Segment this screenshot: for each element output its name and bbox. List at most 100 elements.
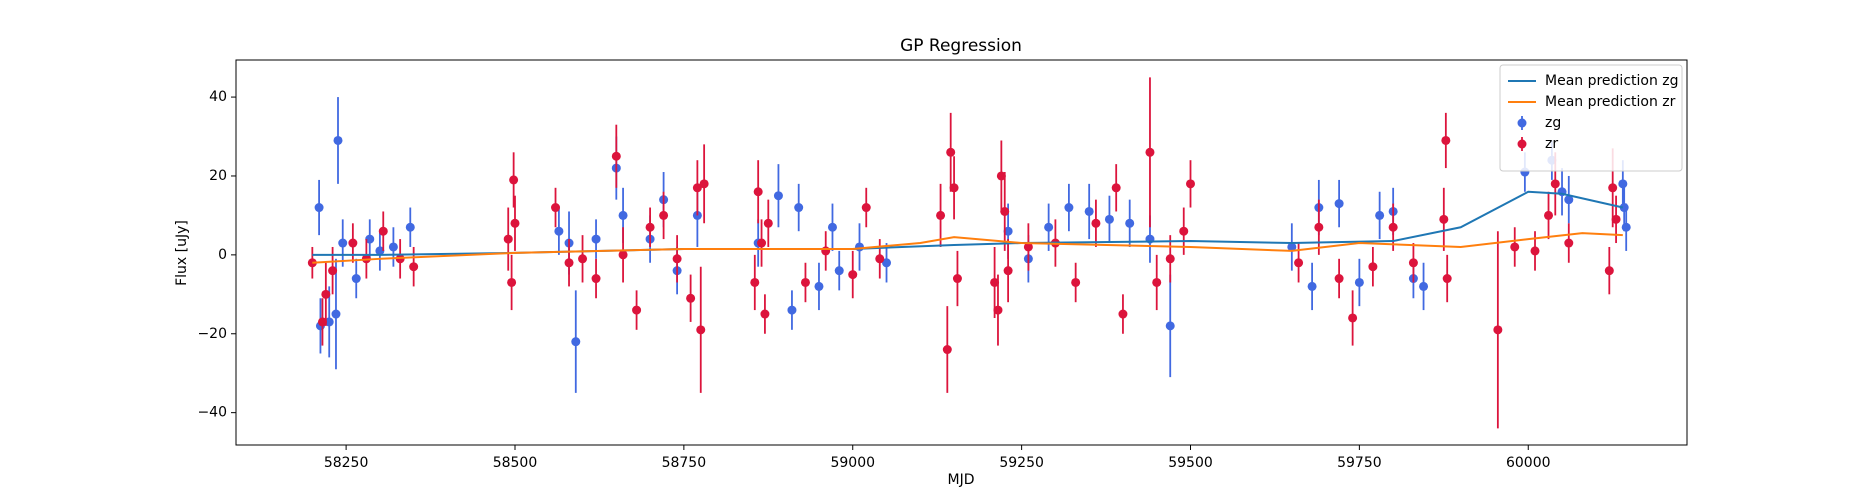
data-point [996, 171, 1006, 181]
data-point [834, 266, 844, 276]
data-point [753, 187, 763, 197]
data-point [1354, 277, 1364, 287]
data-point [794, 203, 804, 213]
data-point [1104, 214, 1114, 224]
y-tick-label: −20 [197, 326, 227, 342]
data-point [1314, 222, 1324, 232]
data-point [946, 147, 956, 157]
data-point [1064, 203, 1074, 213]
data-point [1111, 183, 1121, 193]
x-tick-label: 60000 [1506, 455, 1551, 471]
y-axis-label: Flux [uJy] [174, 220, 190, 286]
data-point [993, 305, 1003, 315]
data-point [686, 293, 696, 303]
data-point [1003, 266, 1013, 276]
data-point [854, 242, 864, 252]
data-point [1604, 266, 1614, 276]
x-tick-label: 59500 [1168, 455, 1213, 471]
x-tick-label: 59000 [830, 455, 875, 471]
data-point [821, 246, 831, 256]
y-tick-label: 40 [209, 89, 227, 105]
data-point [882, 258, 892, 268]
data-point [1493, 325, 1503, 335]
data-point [1334, 274, 1344, 284]
data-point [1419, 281, 1429, 291]
data-point [1530, 246, 1540, 256]
data-point [659, 210, 669, 220]
data-point [509, 175, 519, 185]
data-point [1388, 222, 1398, 232]
x-tick-label: 58500 [493, 455, 538, 471]
data-point [618, 250, 628, 260]
data-point [827, 222, 837, 232]
data-point [328, 266, 338, 276]
data-point [1510, 242, 1520, 252]
chart-title: GP Regression [900, 36, 1022, 56]
data-point [507, 277, 517, 287]
data-point [1348, 313, 1358, 323]
data-point [591, 274, 601, 284]
data-point [699, 179, 709, 189]
data-point [1621, 222, 1631, 232]
data-point [554, 226, 564, 236]
data-point [1084, 206, 1094, 216]
plot-frame [235, 59, 1688, 446]
data-point [578, 254, 588, 264]
y-tick-label: 0 [218, 247, 227, 263]
data-point [1375, 210, 1385, 220]
y-tick-label: −40 [197, 405, 227, 421]
data-point [1408, 258, 1418, 268]
data-point [1550, 179, 1560, 189]
data-point [1179, 226, 1189, 236]
data-point [1439, 214, 1449, 224]
data-point [787, 305, 797, 315]
data-point [1294, 258, 1304, 268]
data-point [1145, 147, 1155, 157]
data-point [875, 254, 885, 264]
data-point [564, 258, 574, 268]
mean-line [312, 232, 1623, 264]
data-point [1152, 277, 1162, 287]
data-point [551, 203, 561, 213]
data-point [378, 226, 388, 236]
data-point [321, 289, 331, 299]
legend-swatch [1517, 118, 1527, 128]
legend-label: Mean prediction zg [1545, 73, 1679, 89]
legend-box [1499, 64, 1683, 172]
data-point [1608, 183, 1618, 193]
data-point [1091, 218, 1101, 228]
data-point [1023, 242, 1033, 252]
data-point [936, 210, 946, 220]
data-point [1000, 206, 1010, 216]
data-point [814, 281, 824, 291]
data-point [692, 183, 702, 193]
data-point [696, 325, 706, 335]
data-point [1071, 277, 1081, 287]
data-point [645, 222, 655, 232]
data-point [672, 254, 682, 264]
data-point [510, 218, 520, 228]
data-point [990, 277, 1000, 287]
data-point [800, 277, 810, 287]
data-point [365, 234, 375, 244]
data-point [848, 270, 858, 280]
data-point [314, 203, 324, 213]
data-point [571, 337, 581, 347]
data-point [405, 222, 415, 232]
data-point [757, 238, 767, 248]
data-point [1118, 309, 1128, 319]
data-point [1185, 179, 1195, 189]
data-point [1564, 238, 1574, 248]
data-point [1368, 262, 1378, 272]
data-point [1618, 179, 1628, 189]
data-point [338, 238, 348, 248]
data-point [331, 309, 341, 319]
x-tick-label: 58750 [662, 455, 707, 471]
data-point [1441, 135, 1451, 145]
legend-label: zg [1545, 115, 1561, 131]
data-point [1044, 222, 1054, 232]
data-point [949, 183, 959, 193]
data-point [1165, 254, 1175, 264]
